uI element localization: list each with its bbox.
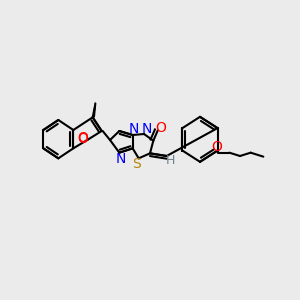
Text: O: O bbox=[77, 131, 88, 146]
Text: O: O bbox=[155, 121, 166, 135]
Text: S: S bbox=[132, 157, 141, 171]
Text: N: N bbox=[116, 152, 126, 166]
Text: N: N bbox=[129, 122, 140, 136]
Text: O: O bbox=[77, 132, 88, 146]
Text: N: N bbox=[142, 122, 152, 136]
Text: H: H bbox=[165, 154, 175, 166]
Text: O: O bbox=[212, 140, 222, 154]
